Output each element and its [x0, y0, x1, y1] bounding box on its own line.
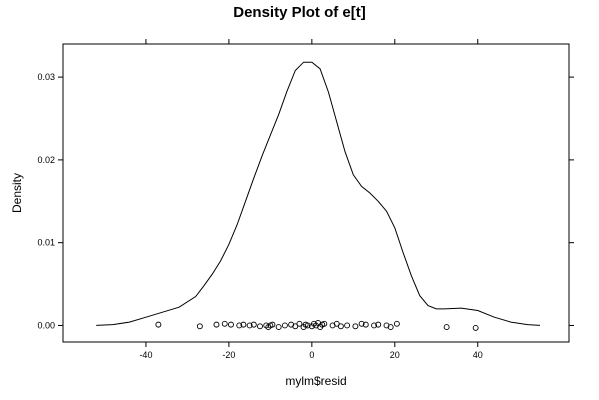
- rug-point: [358, 320, 365, 327]
- rug-point: [352, 323, 359, 330]
- rug-point: [228, 321, 234, 328]
- rug-point: [221, 320, 228, 327]
- rug-point: [337, 323, 344, 330]
- rug-point: [213, 321, 220, 328]
- rug-point: [375, 321, 382, 328]
- rug-point: [333, 320, 340, 327]
- rug-point: [387, 324, 394, 331]
- rug-point: [236, 322, 243, 329]
- x-tick-label: 20: [390, 350, 400, 360]
- rug-point: [281, 322, 288, 329]
- y-tick-label: 0.02: [37, 155, 55, 165]
- rug-point: [155, 321, 162, 328]
- x-tick-label: 40: [473, 350, 483, 360]
- rug-point: [240, 321, 247, 328]
- rug-point: [443, 324, 450, 331]
- rug-point: [344, 322, 351, 329]
- y-tick-label: 0.03: [37, 72, 55, 82]
- rug-point: [269, 321, 276, 328]
- x-tick-label: -20: [222, 350, 235, 360]
- x-tick-label: -40: [139, 350, 152, 360]
- rug-point: [304, 322, 311, 329]
- rug-point: [296, 320, 303, 327]
- rug-point: [321, 320, 328, 327]
- rug-point: [371, 322, 378, 329]
- x-axis: -40 -20 0 20 40: [139, 39, 483, 360]
- rug-point: [275, 324, 282, 331]
- plot-frame: [62, 43, 570, 343]
- rug-point: [362, 321, 369, 328]
- y-axis-label: Density: [10, 173, 24, 213]
- x-tick-label: 0: [309, 350, 314, 360]
- rug-point: [292, 323, 299, 330]
- y-axis: 0.00 0.01 0.02 0.03: [37, 72, 574, 330]
- rug-point: [393, 320, 400, 327]
- y-tick-label: 0.01: [37, 238, 55, 248]
- density-curve: [96, 61, 541, 326]
- rug-point: [472, 324, 479, 331]
- chart-title: Density Plot of e[t]: [233, 4, 366, 21]
- rug-point: [246, 322, 253, 329]
- y-tick-label: 0.00: [37, 320, 55, 330]
- x-axis-label: mylm$resid: [285, 374, 346, 388]
- rug-point: [196, 323, 203, 330]
- rug-points: [155, 320, 479, 331]
- rug-point: [257, 323, 263, 330]
- rug-point: [250, 321, 257, 328]
